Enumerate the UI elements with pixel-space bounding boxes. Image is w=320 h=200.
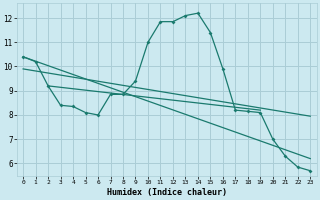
X-axis label: Humidex (Indice chaleur): Humidex (Indice chaleur) <box>107 188 227 197</box>
